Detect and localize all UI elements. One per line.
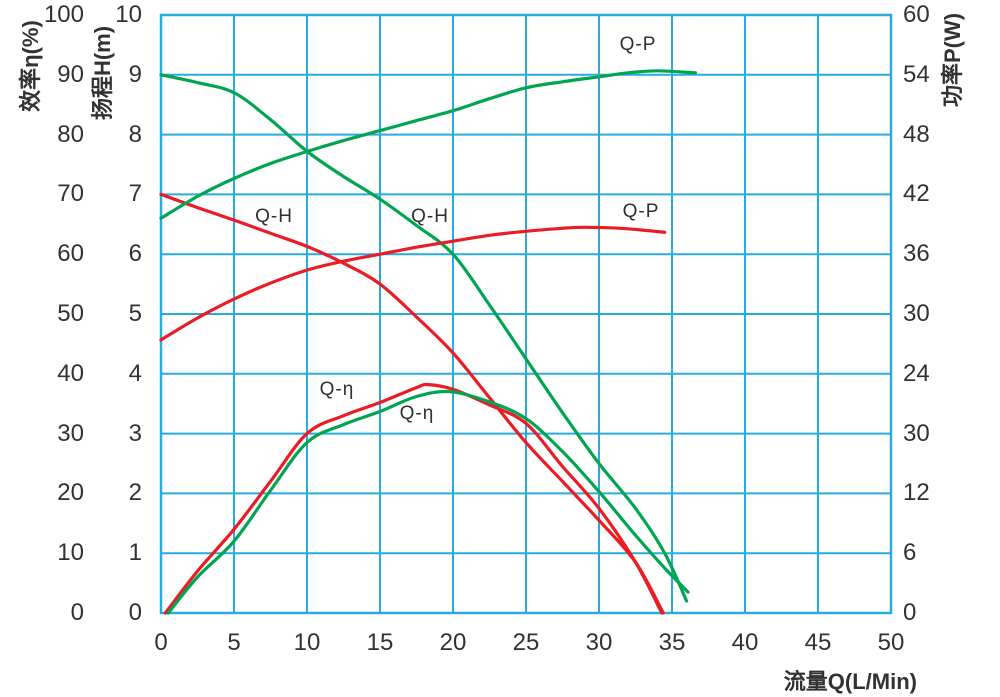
tick-efficiency-100: 100: [43, 1, 84, 28]
tick-head-9: 9: [128, 60, 142, 88]
tick-power-10: 0: [903, 599, 917, 626]
tick-flow-25: 25: [512, 629, 540, 656]
tick-power-9: 6: [903, 539, 917, 567]
curve-label-q_eta_red: Q-η: [319, 379, 355, 400]
y-axis-title-power: 功率P(W): [940, 12, 965, 108]
tick-power-6: 24: [903, 359, 930, 387]
tick-efficiency-40: 40: [57, 359, 84, 387]
tick-power-7: 30: [903, 419, 930, 447]
tick-power-4: 36: [903, 240, 930, 268]
tick-flow-35: 35: [658, 629, 686, 656]
tick-flow-45: 45: [804, 629, 832, 656]
curve-label-q_p_green: Q-P: [619, 34, 657, 55]
tick-flow-15: 15: [366, 629, 394, 656]
tick-efficiency-60: 60: [57, 240, 84, 268]
tick-power-3: 42: [903, 180, 930, 208]
tick-head-6: 6: [128, 240, 142, 268]
tick-head-3: 3: [128, 419, 142, 447]
tick-efficiency-20: 20: [57, 479, 84, 507]
tick-efficiency-0: 0: [70, 599, 84, 626]
tick-efficiency-90: 90: [57, 60, 84, 88]
x-axis-title-flow: 流量Q(L/Min): [783, 669, 917, 694]
curve-q_p_red: [159, 225, 667, 342]
curve-q_eta_green: [166, 389, 690, 615]
tick-efficiency-80: 80: [57, 120, 84, 148]
tick-head-8: 8: [128, 120, 142, 148]
tick-efficiency-30: 30: [57, 419, 84, 447]
tick-flow-10: 10: [293, 629, 321, 656]
curve-q_h_green: [159, 73, 689, 603]
tick-flow-30: 30: [585, 629, 613, 656]
tick-efficiency-10: 10: [57, 539, 84, 567]
tick-power-0: 60: [903, 1, 930, 28]
curve-label-q_eta_green: Q-η: [399, 403, 435, 424]
curve-q_eta_red: [163, 382, 664, 615]
tick-head-1: 1: [128, 539, 142, 567]
tick-head-10: 10: [115, 1, 142, 28]
tick-efficiency-70: 70: [57, 180, 84, 208]
tick-head-4: 4: [128, 359, 142, 387]
curve-q_p_green: [159, 69, 697, 220]
tick-power-5: 30: [903, 300, 930, 327]
tick-power-1: 54: [903, 60, 930, 88]
tick-power-2: 48: [903, 120, 930, 148]
tick-flow-50: 50: [877, 629, 905, 656]
tick-head-2: 2: [128, 479, 142, 507]
plot-border: [159, 13, 893, 615]
tick-power-8: 12: [903, 479, 930, 507]
curve-q_h_red: [159, 192, 665, 615]
tick-head-0: 0: [128, 599, 142, 626]
tick-head-7: 7: [128, 180, 142, 208]
tick-flow-0: 0: [154, 629, 168, 656]
curve-label-q_h_green: Q-H: [411, 206, 449, 227]
tick-flow-5: 5: [227, 629, 241, 656]
tick-flow-20: 20: [439, 629, 467, 656]
curve-label-q_h_red: Q-H: [255, 206, 293, 227]
tick-flow-40: 40: [731, 629, 759, 656]
tick-head-5: 5: [128, 300, 142, 327]
curve-label-q_p_red: Q-P: [622, 201, 660, 222]
tick-efficiency-50: 50: [57, 300, 84, 327]
